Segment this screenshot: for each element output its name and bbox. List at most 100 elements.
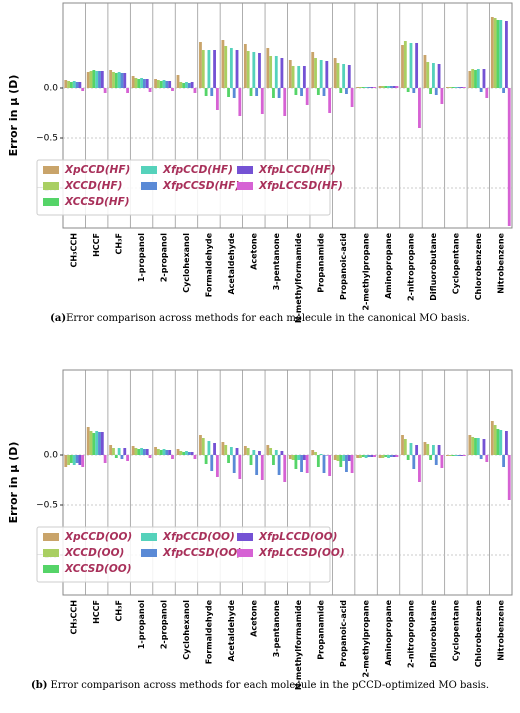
bar: [243, 44, 247, 88]
bar: [297, 455, 301, 460]
bar: [134, 448, 138, 455]
legend-label: XfpCCSD(OO): [162, 547, 242, 559]
bar: [448, 87, 452, 88]
bar: [384, 455, 388, 457]
bar: [272, 88, 275, 98]
bar: [294, 455, 298, 469]
bar: [370, 87, 374, 88]
bar: [468, 71, 472, 88]
legend-swatch: [43, 166, 59, 174]
bar: [137, 79, 141, 88]
bar: [260, 88, 264, 114]
bar: [403, 439, 407, 455]
bar: [364, 455, 368, 458]
bar: [333, 58, 337, 88]
x-tick-label: CH₃CCH: [70, 600, 79, 635]
bar: [81, 88, 85, 91]
legend-box: [36, 159, 331, 216]
bar: [201, 50, 205, 88]
bar: [142, 449, 146, 455]
x-tick-label: N-methylformamide: [294, 599, 303, 690]
bar: [305, 455, 309, 473]
bar: [440, 455, 444, 468]
bar: [460, 455, 463, 456]
bar: [336, 63, 340, 88]
bar: [249, 455, 253, 465]
bar: [300, 88, 303, 96]
bar: [493, 18, 497, 88]
legend-label: XCCSD(HF): [64, 196, 130, 208]
bar: [277, 88, 281, 98]
bar: [409, 443, 413, 455]
bar: [342, 455, 346, 461]
bar: [78, 455, 82, 465]
x-tick-label: HCCF: [92, 600, 101, 624]
bar: [328, 455, 332, 476]
x-tick-label: 2-propanol: [160, 233, 169, 282]
x-tick-label: 1-propanol: [137, 233, 146, 282]
legend-box: [36, 526, 331, 583]
x-tick-label: Acetone: [249, 232, 258, 269]
bar: [339, 455, 343, 467]
bar: [182, 452, 186, 455]
bar: [67, 81, 70, 88]
bar: [325, 455, 329, 456]
bar: [232, 455, 236, 473]
bar: [440, 88, 444, 104]
x-tick-label: CH₃F: [115, 600, 124, 622]
bar: [479, 455, 483, 459]
bar: [95, 71, 99, 88]
bar: [373, 87, 376, 88]
bar: [137, 449, 141, 455]
bar: [471, 437, 475, 455]
bar: [168, 450, 172, 455]
bar: [100, 432, 104, 455]
bar: [283, 88, 287, 116]
x-tick-label: Acetaldehyde: [227, 599, 236, 661]
legend-label: XfpLCCD(HF): [258, 164, 336, 176]
bar: [359, 455, 362, 458]
bar: [322, 455, 326, 473]
bar: [392, 86, 396, 88]
bar: [176, 449, 180, 455]
bar: [229, 447, 233, 455]
bar: [406, 455, 410, 460]
bar: [434, 455, 438, 465]
bar: [356, 87, 360, 88]
bar: [123, 73, 127, 88]
x-tick-label: 3-pentanone: [272, 599, 281, 657]
bar: [328, 88, 332, 113]
legend-label: XfpLCCD(OO): [258, 531, 337, 543]
caption: (b) Error comparison across methods for e…: [31, 680, 489, 691]
x-tick-label: CH₃F: [115, 233, 124, 255]
bar: [69, 455, 73, 463]
bar: [255, 88, 259, 96]
bar: [311, 450, 315, 455]
bar: [507, 455, 511, 500]
bar: [145, 79, 149, 88]
bar: [336, 455, 340, 461]
bar: [474, 70, 477, 88]
bar: [505, 21, 508, 88]
caption: (a)Error comparison across methods for e…: [50, 313, 470, 324]
bar: [280, 58, 284, 88]
bar: [462, 455, 466, 456]
bar: [176, 75, 180, 88]
x-tick-label: Nitrobenzene: [496, 599, 505, 660]
bar: [249, 88, 253, 96]
bar: [131, 446, 135, 455]
bar: [291, 66, 295, 88]
bar: [207, 50, 211, 88]
bar: [193, 88, 197, 93]
bar: [258, 451, 261, 455]
bar: [381, 455, 385, 458]
x-tick-label: 1-propanol: [137, 600, 146, 649]
bar: [347, 65, 351, 88]
bar: [415, 445, 419, 455]
bar: [445, 455, 449, 456]
bar: [288, 60, 292, 88]
x-tick-label: Propanamide: [317, 232, 326, 292]
bar: [347, 455, 351, 461]
bar: [179, 451, 183, 455]
